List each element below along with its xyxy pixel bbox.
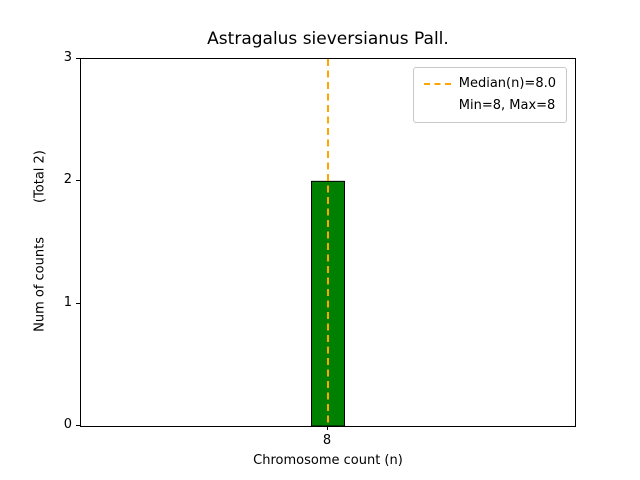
legend-blank-marker	[424, 105, 451, 107]
legend-label-median: Median(n)=8.0	[458, 76, 556, 91]
y-tick-label-0: 0	[63, 417, 72, 432]
legend-label-minmax: Min=8, Max=8	[458, 98, 556, 113]
y-axis-label-text: Num of counts	[32, 237, 48, 332]
legend: Median(n)=8.0 Min=8, Max=8	[412, 67, 567, 123]
legend-entry-minmax: Min=8, Max=8	[424, 98, 556, 114]
median-dashed-line-icon	[423, 83, 451, 85]
legend-entry-median: Median(n)=8.0	[423, 76, 556, 92]
x-axis-label: Chromosome count (n)	[253, 453, 403, 468]
chart-title: Astragalus sieversianus Pall.	[207, 29, 449, 49]
plot-canvas	[311, 59, 345, 426]
y-axis-label: Num of counts (Total 2)	[33, 150, 48, 332]
y-tick-label-3: 3	[63, 50, 72, 65]
x-tick-label-8: 8	[322, 433, 332, 448]
plot-area: Median(n)=8.0 Min=8, Max=8	[80, 58, 576, 427]
y-axis-total-annotation: (Total 2)	[32, 150, 48, 204]
